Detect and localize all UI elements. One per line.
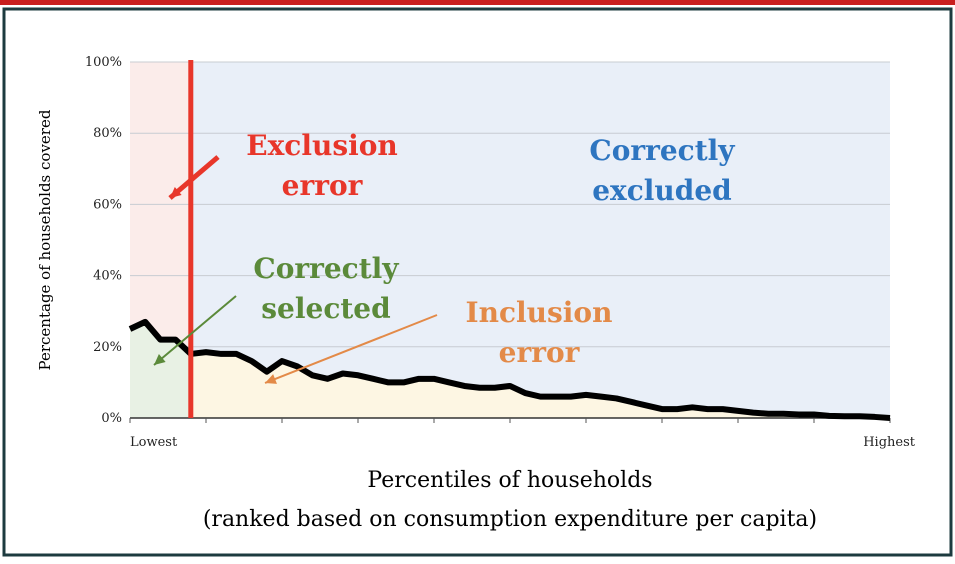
annotation: Correctly <box>589 134 735 167</box>
annotation: Inclusion <box>466 296 613 329</box>
arrow-head <box>170 187 182 198</box>
x-end-label: Lowest <box>130 435 178 450</box>
arrow-head <box>154 354 166 365</box>
y-tick-label: 20% <box>93 340 122 355</box>
annotation: Correctly <box>253 252 399 285</box>
top-bar <box>0 0 955 5</box>
y-axis-label: Percentage of households covered <box>36 109 54 370</box>
annotation: error <box>499 336 581 369</box>
x-axis-sublabel: (ranked based on consumption expenditure… <box>203 507 817 532</box>
annotation: excluded <box>592 174 732 207</box>
inclusion-area <box>190 352 890 418</box>
y-tick-label: 0% <box>101 411 122 426</box>
arrow <box>264 314 438 384</box>
x-end-label: Highest <box>863 435 916 450</box>
coverage-line <box>128 318 891 421</box>
annotation: Exclusion <box>246 129 398 162</box>
y-tick-label: 100% <box>85 55 122 70</box>
excluded-region <box>190 62 891 418</box>
y-tick-label: 60% <box>93 197 122 212</box>
y-tick-label: 80% <box>93 126 122 141</box>
y-tick-label: 40% <box>93 269 122 284</box>
x-axis-label: Percentiles of households <box>367 468 652 493</box>
arrow <box>153 295 237 366</box>
annotation: selected <box>261 292 390 325</box>
plot: 0% 20% 40% 60% 80% 100% Lowest Highest Exclusion… <box>85 55 916 450</box>
arrow-head <box>265 374 277 384</box>
annotation: error <box>282 169 364 202</box>
